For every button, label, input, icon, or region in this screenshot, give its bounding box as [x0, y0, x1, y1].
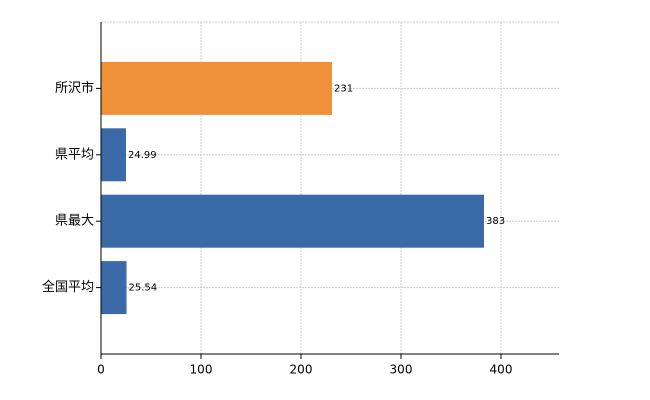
x-tick-label: 200	[290, 363, 313, 377]
x-tick-label: 0	[97, 363, 105, 377]
x-tick-label: 300	[390, 363, 413, 377]
bar	[101, 128, 126, 182]
value-label: 24.99	[128, 150, 157, 161]
y-tick-label: 所沢市	[55, 80, 94, 96]
value-label: 383	[486, 216, 505, 227]
y-tick-label: 県最大	[55, 214, 94, 229]
x-tick-label: 100	[190, 363, 213, 377]
y-tick-label: 全国平均	[42, 279, 94, 295]
y-tick-label: 県平均	[55, 147, 94, 162]
value-label: 25.54	[129, 283, 158, 294]
bar	[101, 61, 332, 115]
bar	[101, 261, 127, 315]
x-tick-label: 400	[490, 363, 513, 377]
bar	[101, 194, 484, 248]
value-label: 231	[334, 83, 353, 94]
